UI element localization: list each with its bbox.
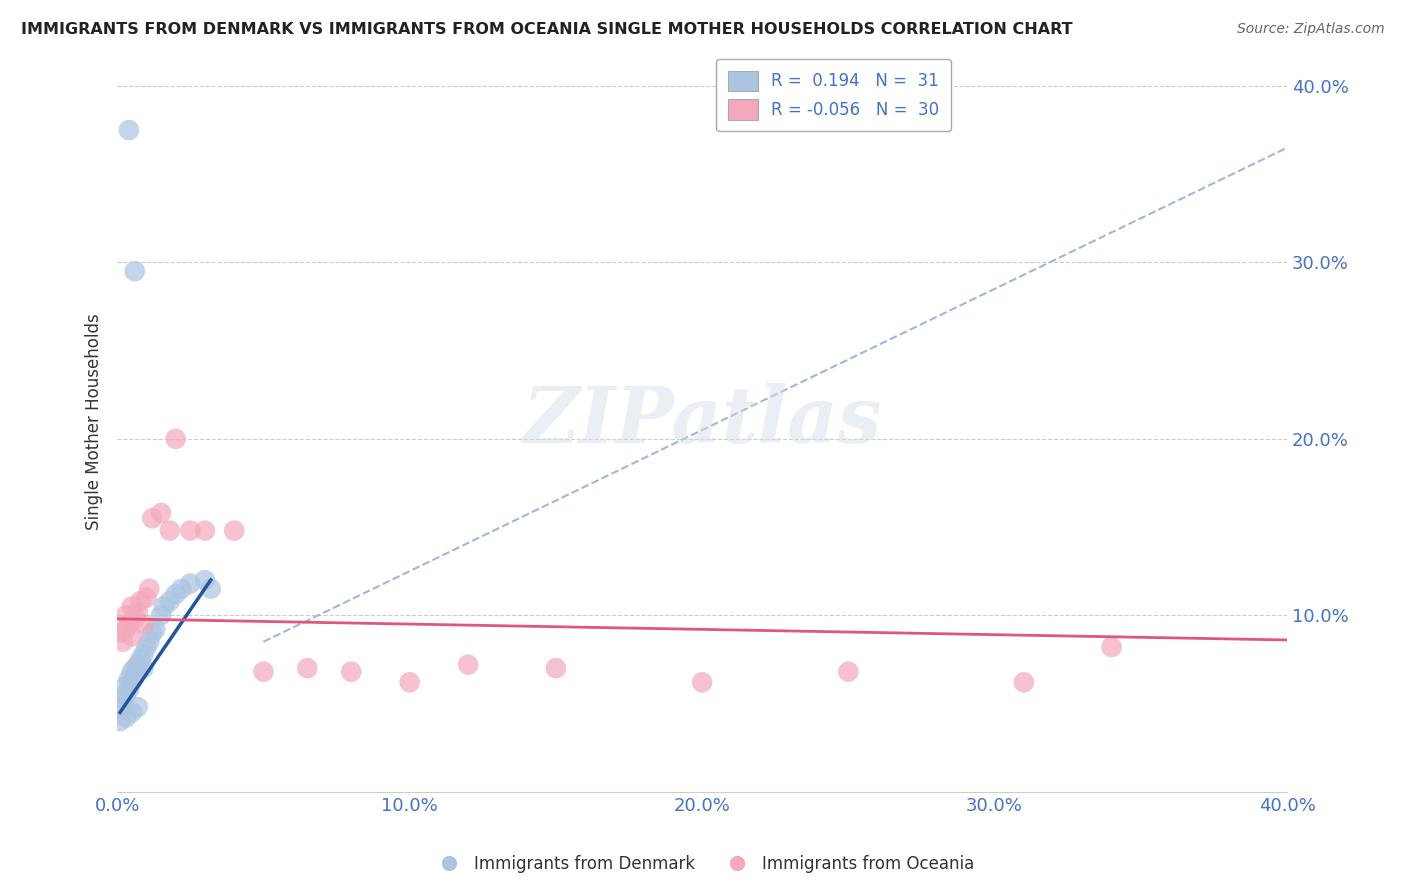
Point xyxy=(179,524,201,538)
Text: Source: ZipAtlas.com: Source: ZipAtlas.com xyxy=(1237,22,1385,37)
Point xyxy=(170,582,193,596)
Point xyxy=(457,657,479,672)
Point xyxy=(159,594,181,608)
Point xyxy=(141,511,163,525)
Point xyxy=(129,594,152,608)
Point xyxy=(124,661,146,675)
Point xyxy=(112,634,135,648)
Point xyxy=(121,675,143,690)
Point xyxy=(690,675,713,690)
Point xyxy=(252,665,274,679)
Point xyxy=(112,700,135,714)
Point xyxy=(179,576,201,591)
Legend: Immigrants from Denmark, Immigrants from Oceania: Immigrants from Denmark, Immigrants from… xyxy=(426,848,980,880)
Point xyxy=(165,432,187,446)
Point xyxy=(112,693,135,707)
Point xyxy=(297,661,319,675)
Point xyxy=(124,612,146,626)
Point xyxy=(121,706,143,720)
Point xyxy=(124,264,146,278)
Point xyxy=(115,688,138,702)
Point xyxy=(159,524,181,538)
Point xyxy=(115,623,138,637)
Text: ZIPatlas: ZIPatlas xyxy=(523,383,882,459)
Point xyxy=(837,665,859,679)
Point xyxy=(153,599,176,614)
Point xyxy=(127,657,149,672)
Point xyxy=(118,617,141,632)
Point xyxy=(118,682,141,697)
Point xyxy=(127,700,149,714)
Point xyxy=(1012,675,1035,690)
Point xyxy=(124,670,146,684)
Point xyxy=(135,640,157,654)
Point xyxy=(398,675,420,690)
Point xyxy=(132,661,155,675)
Point xyxy=(200,582,222,596)
Point xyxy=(165,587,187,601)
Point xyxy=(1101,640,1123,654)
Point xyxy=(141,626,163,640)
Point xyxy=(108,626,131,640)
Point xyxy=(150,506,173,520)
Point xyxy=(544,661,567,675)
Point xyxy=(115,710,138,724)
Point xyxy=(194,573,217,587)
Point xyxy=(108,714,131,728)
Point xyxy=(150,608,173,623)
Point xyxy=(194,524,217,538)
Point xyxy=(340,665,363,679)
Point xyxy=(129,652,152,666)
Point xyxy=(121,599,143,614)
Point xyxy=(118,672,141,686)
Point xyxy=(138,634,160,648)
Point xyxy=(121,665,143,679)
Legend: R =  0.194   N =  31, R = -0.056   N =  30: R = 0.194 N = 31, R = -0.056 N = 30 xyxy=(717,59,952,131)
Point xyxy=(138,582,160,596)
Point xyxy=(127,605,149,619)
Point xyxy=(115,608,138,623)
Point xyxy=(118,123,141,137)
Point xyxy=(132,617,155,632)
Y-axis label: Single Mother Households: Single Mother Households xyxy=(86,313,103,530)
Point xyxy=(135,591,157,605)
Text: IMMIGRANTS FROM DENMARK VS IMMIGRANTS FROM OCEANIA SINGLE MOTHER HOUSEHOLDS CORR: IMMIGRANTS FROM DENMARK VS IMMIGRANTS FR… xyxy=(21,22,1073,37)
Point xyxy=(121,629,143,643)
Point xyxy=(143,623,166,637)
Point xyxy=(132,647,155,661)
Point xyxy=(224,524,246,538)
Point xyxy=(115,679,138,693)
